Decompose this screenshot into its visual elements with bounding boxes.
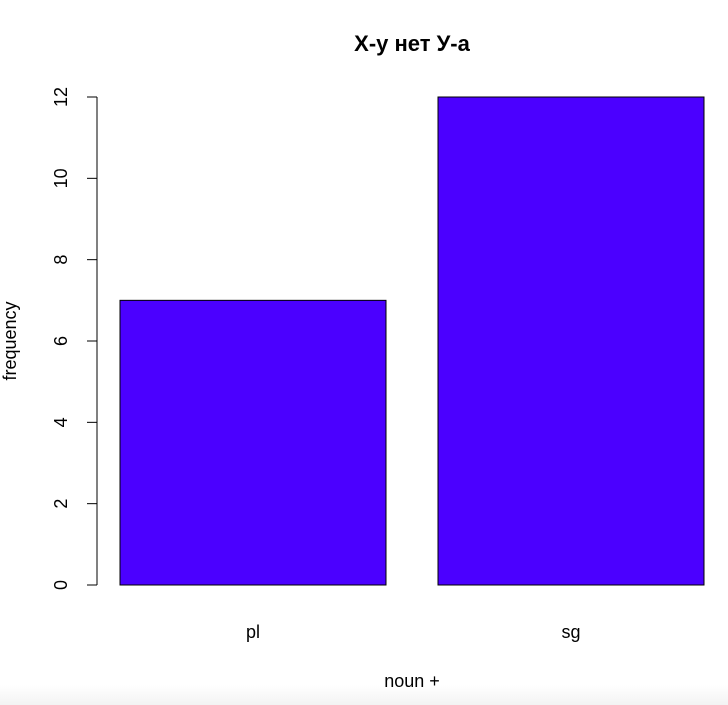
x-category-label: sg [561,622,580,642]
bars [119,96,705,586]
bottom-fade [0,685,728,705]
x-axis-label: noun + [384,671,440,691]
y-tick-label: 4 [51,417,71,427]
y-axis: 0 2 4 6 8 10 12 [51,87,98,590]
y-tick-label: 8 [51,255,71,265]
bar-sg [437,96,705,586]
y-tick-label: 10 [51,168,71,188]
chart-title: Х-у нет У-а [354,31,470,56]
bar-pl [119,299,387,586]
y-axis-label: frequency [0,301,20,380]
y-tick-label: 12 [51,87,71,107]
x-category-labels: pl sg [246,622,581,642]
y-tick-label: 2 [51,499,71,509]
y-tick-label: 0 [51,580,71,590]
y-tick-label: 6 [51,336,71,346]
x-category-label: pl [246,622,260,642]
